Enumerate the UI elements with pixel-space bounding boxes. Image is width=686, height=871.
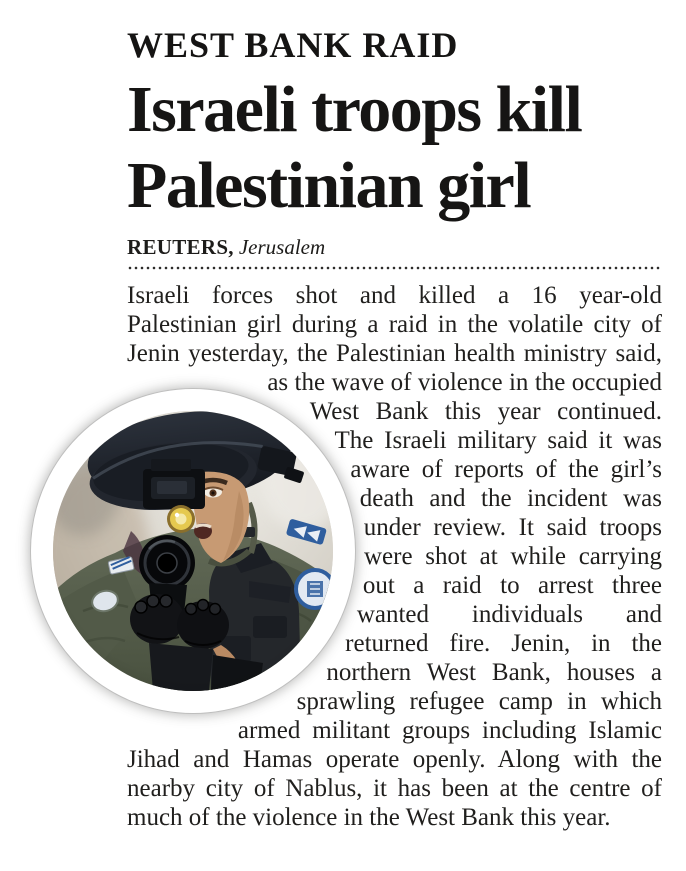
headline-line-2: Palestinian girl — [127, 149, 532, 222]
headline-line-1: Israeli troops kill — [127, 73, 583, 146]
soldier-aiming-rifle-illustration — [53, 411, 333, 691]
byline: REUTERS, Jerusalem — [127, 235, 662, 259]
body-text: Israeli forces shot and killed a 16 year… — [127, 281, 662, 832]
byline-location: Jerusalem — [238, 235, 326, 259]
article-photo — [31, 389, 355, 713]
body-text-content: Israeli forces shot and killed a 16 year… — [127, 282, 662, 831]
byline-agency: REUTERS, — [127, 235, 234, 259]
article: WEST BANK RAID Israeli troops kill Pales… — [31, 0, 662, 832]
headline: Israeli troops kill Palestinian girl — [127, 72, 662, 224]
kicker: WEST BANK RAID — [127, 25, 459, 65]
dotted-divider — [127, 266, 662, 270]
article-body: Israeli forces shot and killed a 16 year… — [31, 281, 662, 832]
